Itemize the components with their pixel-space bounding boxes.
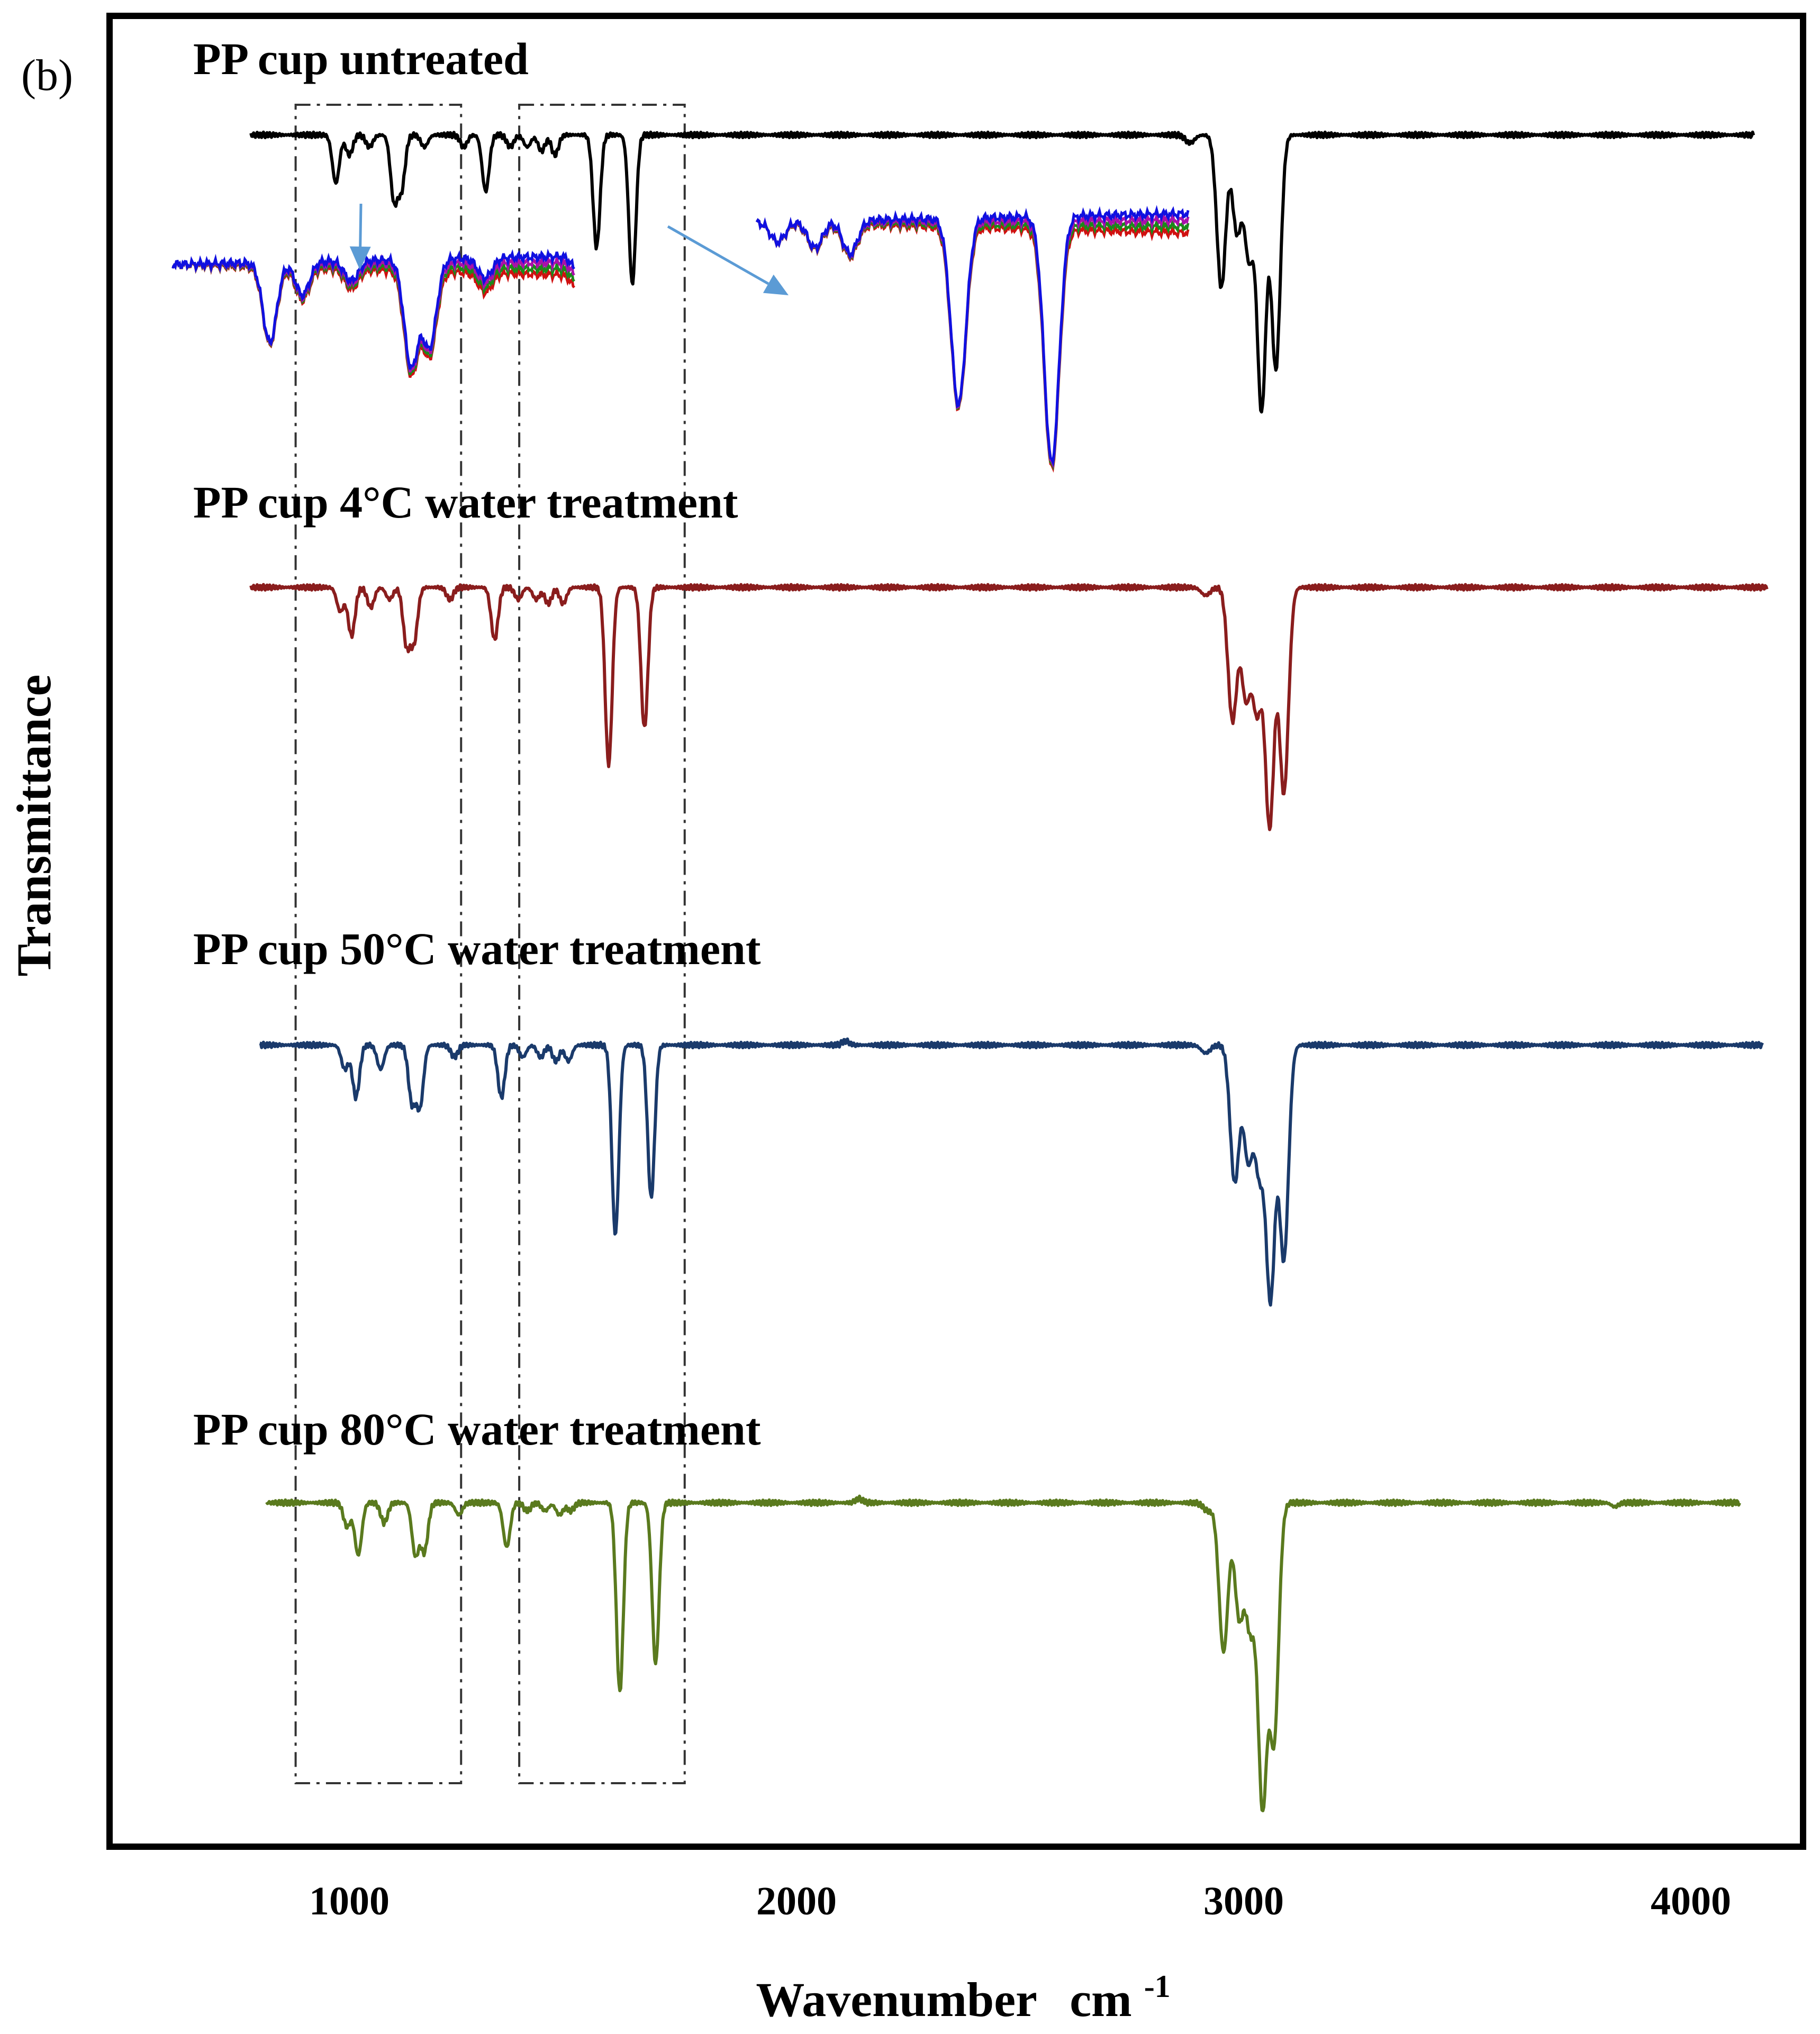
inset-right xyxy=(755,205,1190,473)
x-axis-label-exponent: -1 xyxy=(1144,1969,1171,2004)
plot-frame xyxy=(106,13,1806,1850)
x-axis-label-text: Wavenumber xyxy=(756,1973,1036,2027)
inset-left-line-4 xyxy=(171,248,575,370)
spectrum-line-pp-cup-untreated xyxy=(249,130,1755,414)
series-label-4c: PP cup 4°C water treatment xyxy=(193,477,738,528)
highlight-region-2 xyxy=(518,104,686,1784)
x-axis-ticks: 1000 2000 3000 4000 xyxy=(309,1879,1731,1923)
inset-right-line-4 xyxy=(755,205,1190,467)
x-axis-label: Wavenumber cm -1 xyxy=(756,1969,1170,2027)
x-tick-label-2000: 2000 xyxy=(756,1879,837,1923)
highlight-regions xyxy=(294,104,686,1784)
series-label-50c: PP cup 50°C water treatment xyxy=(193,923,761,974)
insets-group xyxy=(171,205,1190,473)
panel-label: (b) xyxy=(21,51,73,100)
x-axis-label-unit: cm xyxy=(1070,1973,1131,2027)
x-tick-label-1000: 1000 xyxy=(309,1879,390,1923)
spectrum-line-pp-cup-80c-water-treatment xyxy=(265,1494,1741,1812)
x-tick-label-4000: 4000 xyxy=(1651,1879,1731,1923)
arrows-group xyxy=(349,203,789,295)
spectrum-line-pp-cup-50c-water-treatment xyxy=(259,1037,1764,1307)
x-tick-label-3000: 3000 xyxy=(1203,1879,1284,1923)
y-axis-label: Transmittance xyxy=(7,675,61,977)
spectra-group xyxy=(249,130,1769,1812)
series-label-80c: PP cup 80°C water treatment xyxy=(193,1404,761,1455)
series-label-untreated: PP cup untreated xyxy=(193,33,529,84)
zoom-arrow-1 xyxy=(349,203,371,270)
inset-left xyxy=(171,248,575,378)
inset-left-line-1 xyxy=(171,256,575,378)
highlight-region-1 xyxy=(294,104,463,1784)
spectrum-line-pp-cup-4c-water-treatment xyxy=(249,583,1769,831)
zoom-arrow-2 xyxy=(667,225,789,295)
